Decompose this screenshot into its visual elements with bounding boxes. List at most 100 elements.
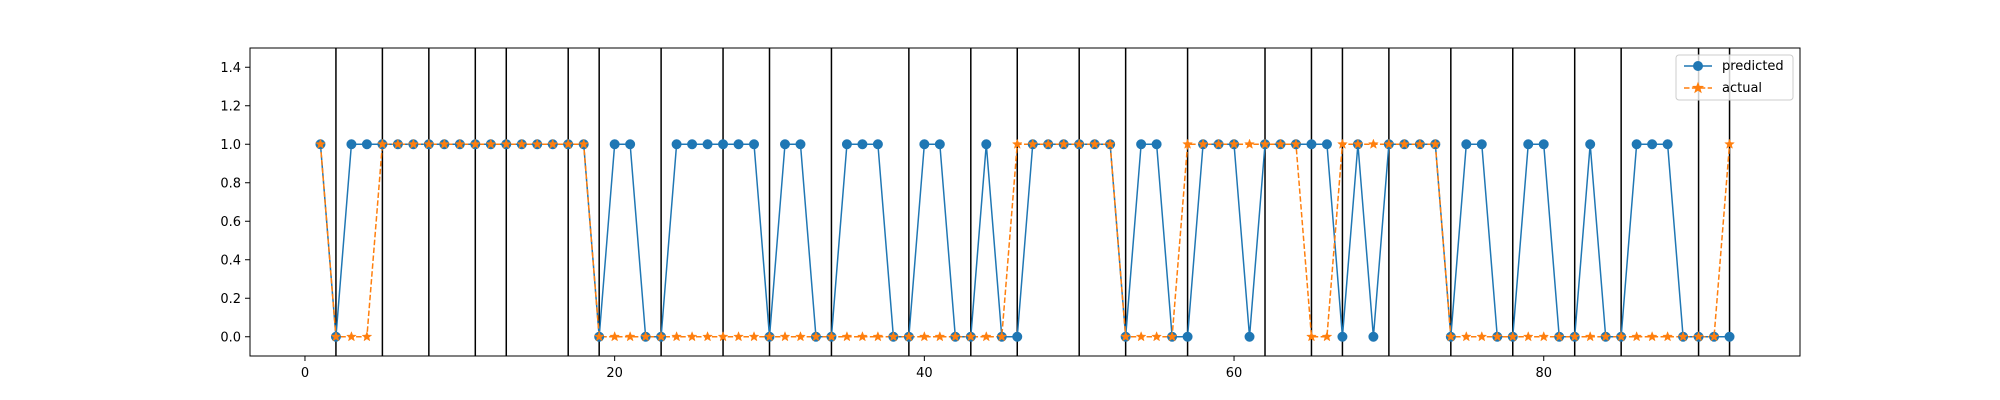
data-point-actual: [887, 331, 899, 342]
data-point-actual: [655, 331, 667, 342]
data-point-actual: [1306, 331, 1317, 342]
data-point-actual: [1337, 138, 1348, 149]
data-point-actual: [1677, 331, 1689, 342]
x-axis: 0 20 40 60 80: [301, 356, 1552, 381]
data-point-predicted: [1476, 139, 1487, 150]
data-point-predicted: [625, 139, 636, 150]
data-point-actual: [779, 331, 791, 342]
data-point-predicted: [1321, 139, 1332, 150]
data-point-predicted: [361, 139, 372, 150]
data-point-actual: [1352, 138, 1364, 149]
data-point-actual: [423, 138, 435, 149]
data-point-actual: [578, 138, 590, 149]
data-point-actual: [1724, 138, 1735, 149]
vertical-lines: [335, 48, 1731, 356]
data-point-actual: [1228, 138, 1240, 149]
data-point-actual: [748, 331, 760, 342]
data-point-actual: [1553, 331, 1565, 342]
data-point-predicted: [1136, 139, 1147, 150]
data-point-actual: [315, 138, 326, 149]
data-point-actual: [593, 331, 605, 342]
data-point-actual: [485, 138, 497, 149]
data-point-actual: [1615, 331, 1627, 342]
legend-actual-label: actual: [1722, 81, 1762, 96]
x-tick-label: 80: [1535, 366, 1552, 381]
data-point-actual: [934, 331, 946, 342]
data-point-predicted: [1461, 139, 1472, 150]
data-point-actual: [1135, 331, 1147, 342]
data-point-predicted: [1647, 139, 1658, 150]
data-point-actual: [361, 331, 373, 342]
data-point-predicted: [779, 139, 790, 150]
data-point-actual: [1569, 331, 1581, 342]
data-point-actual: [1631, 331, 1643, 342]
data-point-actual: [1398, 138, 1410, 149]
data-point-actual: [1538, 331, 1550, 342]
data-point-predicted: [1523, 139, 1534, 150]
data-point-actual: [330, 331, 342, 342]
data-point-actual: [686, 331, 698, 342]
data-point-predicted: [687, 139, 698, 150]
data-point-actual: [949, 331, 961, 342]
data-point-actual: [1089, 138, 1101, 149]
y-axis: 0.0 0.2 0.4 0.6 0.8 1.0 1.2 1.4: [220, 61, 250, 345]
data-point-actual: [547, 138, 559, 149]
legend-predicted-label: predicted: [1722, 59, 1784, 74]
data-point-actual: [856, 331, 868, 342]
x-tick-label: 40: [916, 366, 933, 381]
data-point-actual: [1708, 331, 1720, 342]
data-point-actual: [733, 331, 744, 342]
data-point-actual: [1522, 331, 1534, 342]
data-point-actual: [1058, 138, 1070, 149]
data-point-actual: [1182, 138, 1194, 149]
data-point-predicted: [919, 139, 930, 150]
data-point-actual: [1042, 138, 1054, 149]
data-point-actual: [872, 331, 884, 342]
data-point-predicted: [1662, 139, 1673, 150]
data-point-actual: [1445, 331, 1457, 342]
data-point-actual: [1151, 331, 1163, 342]
data-point-predicted: [346, 139, 357, 150]
data-point-predicted: [1151, 139, 1162, 150]
x-tick-label: 0: [301, 366, 309, 381]
data-point-predicted: [1585, 139, 1596, 150]
data-point-actual: [516, 138, 528, 149]
plot-frame: [249, 47, 1801, 357]
data-point-predicted: [841, 139, 852, 150]
y-tick-label: 0.2: [220, 292, 241, 307]
data-point-actual: [1213, 138, 1224, 149]
data-point-actual: [454, 138, 466, 149]
data-point-predicted: [718, 139, 729, 150]
data-point-actual: [392, 138, 404, 149]
data-point-actual: [1120, 331, 1132, 342]
data-point-actual: [1662, 331, 1674, 342]
data-point-actual: [826, 331, 837, 342]
data-point-actual: [469, 138, 481, 149]
data-point-actual: [1011, 138, 1023, 149]
data-point-actual: [903, 331, 915, 342]
x-tick-label: 20: [606, 366, 623, 381]
data-point-predicted: [1337, 331, 1348, 342]
data-point-predicted: [981, 139, 992, 150]
data-point-actual: [438, 138, 450, 149]
legend-actual-marker: [1691, 81, 1705, 94]
data-point-predicted: [1368, 331, 1379, 342]
data-point-actual: [764, 331, 775, 342]
data-point-actual: [980, 331, 992, 342]
data-point-actual: [1275, 138, 1286, 149]
data-point-actual: [1073, 138, 1085, 149]
data-point-actual: [1600, 331, 1612, 342]
data-point-actual: [500, 138, 512, 149]
data-point-actual: [1290, 138, 1302, 149]
data-point-actual: [1259, 138, 1271, 149]
data-point-actual: [609, 331, 621, 342]
data-point-predicted: [1306, 139, 1317, 150]
data-point-actual: [1476, 331, 1488, 342]
data-point-actual: [345, 331, 357, 342]
data-point-actual: [1027, 138, 1039, 149]
data-point-predicted: [1631, 139, 1642, 150]
data-point-actual: [1507, 331, 1519, 342]
data-point-actual: [624, 331, 636, 342]
data-point-predicted: [733, 139, 744, 150]
